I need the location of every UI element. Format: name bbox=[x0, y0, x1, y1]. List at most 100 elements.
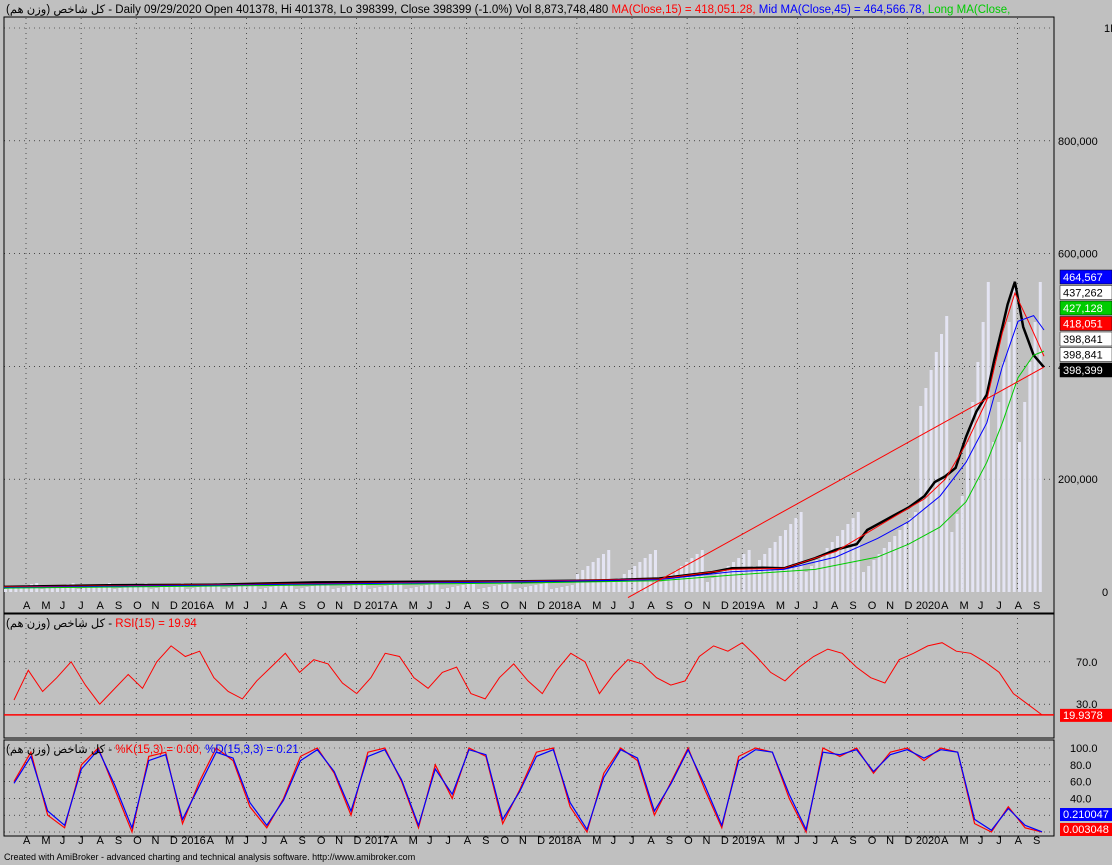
x-tick-label-bottom: J bbox=[794, 835, 800, 847]
x-tick-label: J bbox=[813, 600, 819, 612]
volume-bar bbox=[799, 512, 803, 592]
volume-bar bbox=[76, 589, 80, 592]
x-tick-label: 2018 bbox=[549, 600, 573, 612]
volume-bar bbox=[40, 589, 44, 592]
volume-bar bbox=[872, 560, 876, 592]
volume-bar bbox=[373, 588, 377, 592]
x-tick-label: M bbox=[960, 600, 969, 612]
volume-bar bbox=[87, 587, 91, 592]
volume-bar bbox=[326, 583, 330, 592]
x-tick-label: M bbox=[225, 600, 234, 612]
x-tick-label-bottom: A bbox=[280, 835, 288, 847]
volume-bar bbox=[1012, 282, 1016, 592]
rsi-header: (وزن هم) کل شاخص - RSI(15) = 19.94 bbox=[6, 617, 197, 630]
x-tick-label: N bbox=[519, 600, 527, 612]
volume-bar bbox=[1007, 322, 1011, 592]
volume-bar bbox=[513, 589, 517, 592]
volume-bar bbox=[186, 589, 189, 592]
stoch-tick-label: 40.0 bbox=[1070, 793, 1091, 805]
footer-credit: Created with AmiBroker - advanced charti… bbox=[4, 852, 416, 862]
rsi-value-label: 19.9378 bbox=[1063, 710, 1103, 722]
price-label: 398,841 bbox=[1063, 350, 1103, 362]
volume-bar bbox=[227, 588, 231, 592]
x-tick-label: N bbox=[886, 600, 894, 612]
stoch-d-value-box bbox=[1060, 808, 1112, 821]
volume-bar bbox=[893, 536, 897, 592]
header-part-3: Long MA(Close, bbox=[928, 4, 1010, 16]
x-tick-label-bottom: M bbox=[592, 835, 601, 847]
volume-bar bbox=[352, 585, 356, 592]
volume-bar bbox=[258, 589, 262, 592]
volume-bar bbox=[14, 587, 18, 592]
x-tick-label-bottom: D bbox=[170, 835, 178, 847]
x-tick-label-bottom: M bbox=[409, 835, 418, 847]
stoch-header: (وزن هم) کل شاخص - %K(15,3) = 0.00, %D(1… bbox=[6, 743, 299, 756]
volume-bar bbox=[877, 554, 881, 592]
volume-bar bbox=[217, 583, 221, 592]
volume-bar bbox=[591, 562, 595, 592]
x-tick-label-bottom: N bbox=[152, 835, 160, 847]
x-tick-label-bottom: D bbox=[537, 835, 545, 847]
volume-bar bbox=[404, 589, 408, 592]
volume-bar bbox=[815, 560, 819, 592]
x-tick-label-bottom: J bbox=[996, 835, 1002, 847]
volume-bar bbox=[706, 582, 709, 592]
y-tick-label: 600,000 bbox=[1058, 249, 1098, 261]
x-tick-label: J bbox=[427, 600, 433, 612]
volume-bar bbox=[123, 587, 127, 592]
volume-bar bbox=[331, 589, 335, 592]
volume-bar bbox=[128, 586, 132, 592]
x-tick-label: D bbox=[354, 600, 362, 612]
x-tick-label: J bbox=[611, 600, 617, 612]
x-tick-label-bottom: M bbox=[776, 835, 785, 847]
volume-bar bbox=[24, 585, 28, 592]
volume-bar bbox=[966, 442, 969, 592]
volume-bar bbox=[97, 585, 101, 592]
stoch-tick-label: 100.0 bbox=[1070, 743, 1098, 755]
volume-bar bbox=[846, 524, 850, 592]
volume-bar bbox=[544, 583, 548, 592]
volume-bar bbox=[248, 584, 252, 592]
volume-bar bbox=[882, 548, 886, 592]
x-tick-label-bottom: A bbox=[464, 835, 472, 847]
price-label-box bbox=[1059, 331, 1112, 347]
x-tick-label-bottom: S bbox=[115, 835, 122, 847]
x-tick-label-bottom: D bbox=[904, 835, 912, 847]
volume-bar bbox=[347, 586, 351, 592]
volume-bar bbox=[149, 589, 153, 592]
volume-bar bbox=[113, 589, 117, 592]
volume-bar bbox=[191, 588, 195, 592]
volume-bar bbox=[206, 585, 210, 592]
x-tick-label-bottom: A bbox=[574, 835, 582, 847]
x-tick-label: O bbox=[684, 600, 693, 612]
volume-bar bbox=[784, 530, 787, 592]
volume-bar bbox=[992, 442, 995, 592]
volume-bar bbox=[955, 514, 959, 592]
series-trendline bbox=[627, 366, 1045, 599]
x-tick-label: O bbox=[500, 600, 509, 612]
volume-bar bbox=[482, 588, 486, 592]
x-tick-label-bottom: O bbox=[868, 835, 877, 847]
volume-bar bbox=[66, 584, 70, 592]
volume-bar bbox=[1018, 442, 1021, 592]
volume-bar bbox=[461, 585, 465, 592]
x-tick-label-bottom: J bbox=[78, 835, 84, 847]
x-tick-label: 2019 bbox=[732, 600, 756, 612]
rsi-header-value: RSI(15) = 19.94 bbox=[115, 618, 197, 630]
volume-bar bbox=[201, 586, 205, 592]
volume-bar bbox=[508, 583, 512, 592]
volume-bar bbox=[290, 583, 293, 592]
volume-bar bbox=[357, 584, 361, 592]
rsi-header-name: (وزن هم) کل شاخص - bbox=[6, 617, 115, 630]
volume-bar bbox=[154, 588, 158, 592]
volume-bar bbox=[456, 586, 460, 592]
volume-bar bbox=[576, 574, 579, 592]
x-tick-label-bottom: J bbox=[629, 835, 635, 847]
volume-bar bbox=[362, 583, 366, 592]
volume-bar bbox=[550, 589, 553, 592]
panel-frame-3 bbox=[3, 739, 1055, 837]
x-tick-label: D bbox=[904, 600, 912, 612]
panel-frame-2 bbox=[3, 613, 1055, 739]
volume-bar bbox=[565, 586, 569, 592]
volume-bar bbox=[9, 588, 13, 592]
